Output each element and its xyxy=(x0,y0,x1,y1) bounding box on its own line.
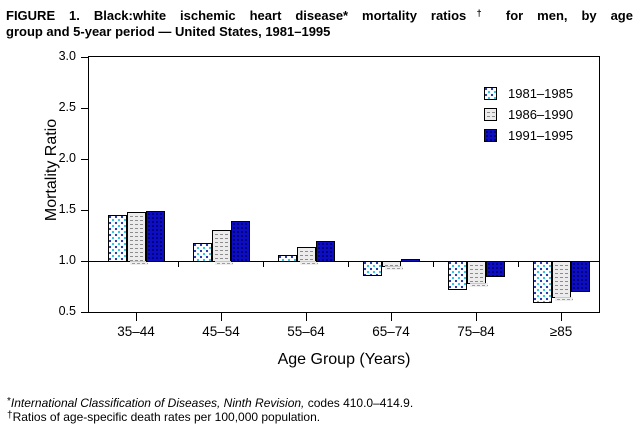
figure-title-line2: group and 5-year period — United States,… xyxy=(6,24,331,39)
x-tick-75–84 xyxy=(476,313,477,321)
legend-item-1981-1985: 1981–1985 xyxy=(484,83,573,104)
y-tick-1.0 xyxy=(81,261,88,262)
bar-1991–1995-75–84 xyxy=(486,261,505,277)
legend: 1981–1985 1986–1990 1991–1995 xyxy=(484,83,573,146)
bar-1981–1985-65–74 xyxy=(363,261,382,276)
title-dagger: † xyxy=(466,8,492,18)
legend-swatch-1986-1990 xyxy=(484,108,497,121)
y-tick-label-1.5: 1.5 xyxy=(58,202,76,216)
x-tick-label-≥85: ≥85 xyxy=(549,324,573,339)
x-tick-45–54 xyxy=(221,313,222,321)
x-tick-label-55–64: 55–64 xyxy=(287,324,325,339)
figure-title-line1: FIGURE 1. Black:white ischemic heart dis… xyxy=(6,5,633,24)
bar-1981–1985-75–84 xyxy=(448,261,467,290)
y-tick-label-1.0: 1.0 xyxy=(58,253,76,267)
bar-1986–1990-55–64 xyxy=(297,247,318,265)
bar-1991–1995-65–74 xyxy=(401,259,420,262)
bar-1986–1990-75–84 xyxy=(467,261,488,287)
y-tick-label-2.5: 2.5 xyxy=(58,100,76,114)
legend-label: 1981–1985 xyxy=(508,86,574,101)
figure-title: FIGURE 1. Black:white ischemic heart dis… xyxy=(6,5,633,40)
plot-area: 1981–1985 1986–1990 1991–1995 xyxy=(88,56,600,313)
x-tick-label-45–54: 45–54 xyxy=(202,324,240,339)
baseline-tick xyxy=(433,262,434,267)
y-tick-label-3.0: 3.0 xyxy=(58,49,76,63)
footnote-icd-codes: *International Classification of Disease… xyxy=(7,395,627,410)
x-tick-35–44 xyxy=(136,313,137,321)
bar-1981–1985-55–64 xyxy=(278,255,297,262)
footnote-icd-rest: codes 410.0–414.9. xyxy=(304,396,414,410)
legend-item-1986-1990: 1986–1990 xyxy=(484,104,573,125)
bar-1991–1995-45–54 xyxy=(231,221,250,262)
bar-1986–1990-45–54 xyxy=(212,230,233,265)
x-tick-label-75–84: 75–84 xyxy=(457,324,495,339)
x-tick-65–74 xyxy=(391,313,392,321)
baseline-tick xyxy=(518,262,519,267)
footnote-ratios: †Ratios of age-specific death rates per … xyxy=(7,409,627,424)
y-tick-0.5 xyxy=(81,312,88,313)
x-axis-title: Age Group (Years) xyxy=(277,351,411,368)
x-tick-label-65–74: 65–74 xyxy=(372,324,410,339)
baseline-tick xyxy=(178,262,179,267)
bar-1991–1995-≥85 xyxy=(571,261,590,292)
y-tick-2.0 xyxy=(81,159,88,160)
footnote-icd-italic: International Classification of Diseases… xyxy=(10,396,305,410)
y-tick-2.5 xyxy=(81,108,88,109)
legend-swatch-1981-1985 xyxy=(484,87,497,100)
footnote-dagger: † xyxy=(7,410,13,421)
bar-1981–1985-≥85 xyxy=(533,261,552,303)
title-text-1: FIGURE 1. Black:white ischemic heart dis… xyxy=(6,8,467,23)
legend-label: 1991–1995 xyxy=(508,128,574,143)
baseline-ratio-1 xyxy=(89,261,599,262)
x-tick-55–64 xyxy=(306,313,307,321)
bar-1981–1985-35–44 xyxy=(108,215,127,262)
x-tick-label-35–44: 35–44 xyxy=(117,324,155,339)
y-tick-label-0.5: 0.5 xyxy=(58,304,76,318)
title-text-2: for men, by age xyxy=(491,8,633,23)
footnote-ratios-text: Ratios of age-specific death rates per 1… xyxy=(12,410,321,424)
y-tick-3.0 xyxy=(81,57,88,58)
y-tick-label-2.0: 2.0 xyxy=(58,151,76,165)
bar-1981–1985-45–54 xyxy=(193,243,212,262)
bar-1991–1995-55–64 xyxy=(316,241,335,262)
bar-1991–1995-35–44 xyxy=(146,211,165,262)
bar-1986–1990-35–44 xyxy=(127,212,148,265)
bar-1986–1990-65–74 xyxy=(382,261,403,270)
legend-item-1991-1995: 1991–1995 xyxy=(484,125,573,146)
y-tick-1.5 xyxy=(81,210,88,211)
x-tick-≥85 xyxy=(561,313,562,321)
legend-swatch-1991-1995 xyxy=(484,129,497,142)
baseline-tick xyxy=(348,262,349,267)
footnote-asterisk: * xyxy=(7,396,11,407)
legend-label: 1986–1990 xyxy=(508,107,574,122)
bar-1986–1990-≥85 xyxy=(552,261,573,301)
baseline-tick xyxy=(263,262,264,267)
